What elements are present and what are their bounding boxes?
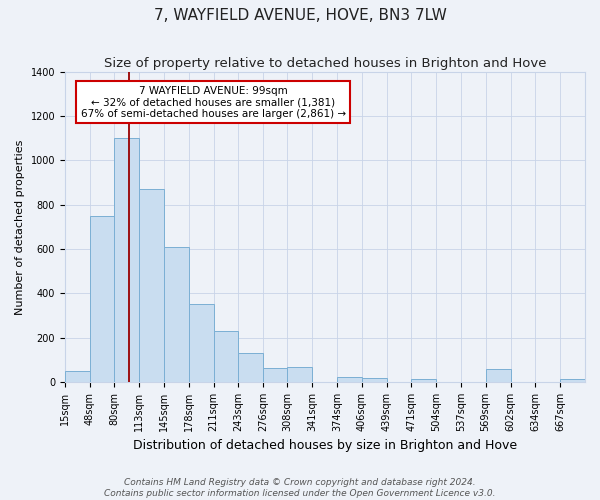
Bar <box>362 378 387 382</box>
Bar <box>411 378 436 382</box>
Bar <box>188 304 214 382</box>
Bar <box>114 138 139 382</box>
Bar <box>214 331 238 382</box>
Bar <box>90 216 114 382</box>
Bar <box>139 189 164 382</box>
Bar <box>164 247 188 382</box>
Bar <box>287 366 313 382</box>
Bar <box>337 376 362 382</box>
Bar <box>560 378 585 382</box>
X-axis label: Distribution of detached houses by size in Brighton and Hove: Distribution of detached houses by size … <box>133 440 517 452</box>
Bar <box>263 368 287 382</box>
Text: Contains HM Land Registry data © Crown copyright and database right 2024.
Contai: Contains HM Land Registry data © Crown c… <box>104 478 496 498</box>
Bar <box>485 369 511 382</box>
Bar <box>238 353 263 382</box>
Text: 7, WAYFIELD AVENUE, HOVE, BN3 7LW: 7, WAYFIELD AVENUE, HOVE, BN3 7LW <box>154 8 446 22</box>
Y-axis label: Number of detached properties: Number of detached properties <box>15 139 25 314</box>
Bar <box>65 371 90 382</box>
Text: 7 WAYFIELD AVENUE: 99sqm
← 32% of detached houses are smaller (1,381)
67% of sem: 7 WAYFIELD AVENUE: 99sqm ← 32% of detach… <box>80 86 346 119</box>
Title: Size of property relative to detached houses in Brighton and Hove: Size of property relative to detached ho… <box>104 58 546 70</box>
